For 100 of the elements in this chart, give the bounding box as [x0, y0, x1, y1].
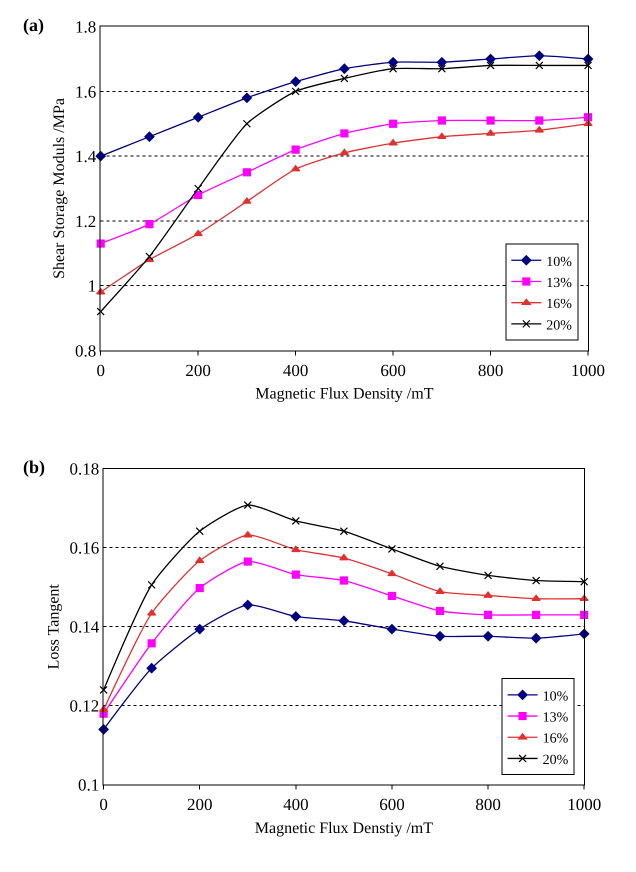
point: [387, 570, 397, 576]
y-tick-label: 1.2: [75, 212, 96, 231]
point: [244, 501, 252, 510]
point: [483, 591, 493, 598]
point: [339, 64, 350, 74]
point: [339, 554, 349, 560]
point: [146, 663, 157, 674]
point: [435, 587, 445, 594]
point: [242, 92, 252, 103]
point: [193, 112, 204, 122]
point: [96, 239, 105, 248]
legend-label: 20%: [542, 752, 569, 768]
point: [292, 570, 300, 579]
point: [534, 50, 544, 61]
y-tick-label: 0.12: [69, 696, 100, 716]
legend-label: 20%: [546, 318, 572, 334]
point: [290, 611, 301, 622]
point: [145, 220, 154, 228]
point: [389, 120, 398, 128]
x-axis-title: Magnetic Flux Density /mT: [255, 385, 434, 402]
y-tick-label: 1.6: [75, 82, 96, 102]
x-tick-label: 1000: [567, 795, 602, 814]
x-tick-label: 0: [99, 795, 108, 814]
point: [194, 184, 202, 193]
y-tick-label: 0.8: [75, 341, 96, 360]
point: [388, 592, 396, 600]
point: [486, 129, 496, 136]
point: [340, 576, 348, 585]
point: [147, 609, 156, 616]
point: [194, 230, 203, 236]
point: [386, 624, 398, 634]
point: [148, 639, 156, 648]
point: [534, 126, 544, 133]
point: [388, 544, 396, 554]
y-tick-label: 1: [88, 276, 96, 296]
point: [242, 120, 252, 128]
point: [340, 527, 348, 536]
point: [484, 610, 492, 619]
y-tick-label: 0.1: [78, 776, 100, 795]
x-tick-label: 200: [186, 795, 212, 814]
y-tick-label: 0.14: [69, 618, 100, 637]
point: [438, 64, 446, 73]
point: [338, 616, 350, 626]
point: [242, 600, 253, 610]
point: [532, 610, 540, 619]
x-tick-label: 800: [475, 795, 501, 814]
point: [436, 562, 444, 570]
point: [531, 594, 541, 602]
legend-label: 16%: [546, 297, 572, 312]
point: [100, 686, 108, 694]
point: [436, 606, 444, 616]
legend-label: 13%: [546, 276, 572, 291]
point: [244, 557, 252, 566]
point: [340, 129, 348, 138]
point: [292, 516, 300, 525]
point: [144, 132, 155, 142]
x-tick-label: 400: [283, 795, 309, 814]
point: [340, 74, 348, 83]
point: [388, 57, 398, 68]
point: [389, 64, 398, 73]
legend-label: 10%: [546, 254, 572, 270]
x-tick-label: 200: [185, 360, 211, 380]
point: [388, 139, 398, 146]
point: [195, 556, 204, 564]
point: [194, 624, 205, 634]
point: [436, 57, 447, 68]
x-tick-label: 800: [478, 360, 504, 380]
x-tick-label: 0: [96, 360, 105, 380]
point: [290, 76, 301, 87]
point: [291, 164, 300, 172]
point: [148, 580, 156, 589]
y-tick-label: 0.16: [69, 538, 100, 558]
point: [196, 527, 204, 536]
point: [96, 307, 105, 316]
chart-title: (a): [23, 15, 44, 35]
point: [242, 168, 252, 176]
y-axis-title: Loss Tangent: [45, 584, 62, 670]
point: [485, 54, 496, 64]
point: [292, 146, 300, 154]
x-tick-label: 600: [379, 795, 405, 814]
point: [580, 610, 588, 619]
y-axis-title: Shear Storage Moduls /MPa: [50, 98, 68, 279]
point: [194, 190, 202, 200]
point: [580, 578, 588, 586]
point: [486, 116, 495, 125]
legend-label: 13%: [542, 710, 569, 726]
x-axis-title: Magnetic Flux Denstiy /mT: [254, 820, 434, 837]
point: [196, 584, 204, 592]
y-tick-label: 0.18: [69, 460, 100, 479]
point: [292, 87, 300, 96]
point: [437, 132, 446, 140]
legend-label: 10%: [542, 689, 569, 704]
x-tick-label: 400: [282, 360, 308, 380]
point: [482, 631, 494, 642]
y-tick-label: 1.4: [75, 147, 97, 166]
point: [535, 61, 544, 70]
x-tick-label: 1000: [571, 360, 606, 380]
y-tick-label: 1.8: [75, 18, 96, 37]
point: [532, 576, 540, 585]
chart-title: (b): [23, 457, 46, 477]
